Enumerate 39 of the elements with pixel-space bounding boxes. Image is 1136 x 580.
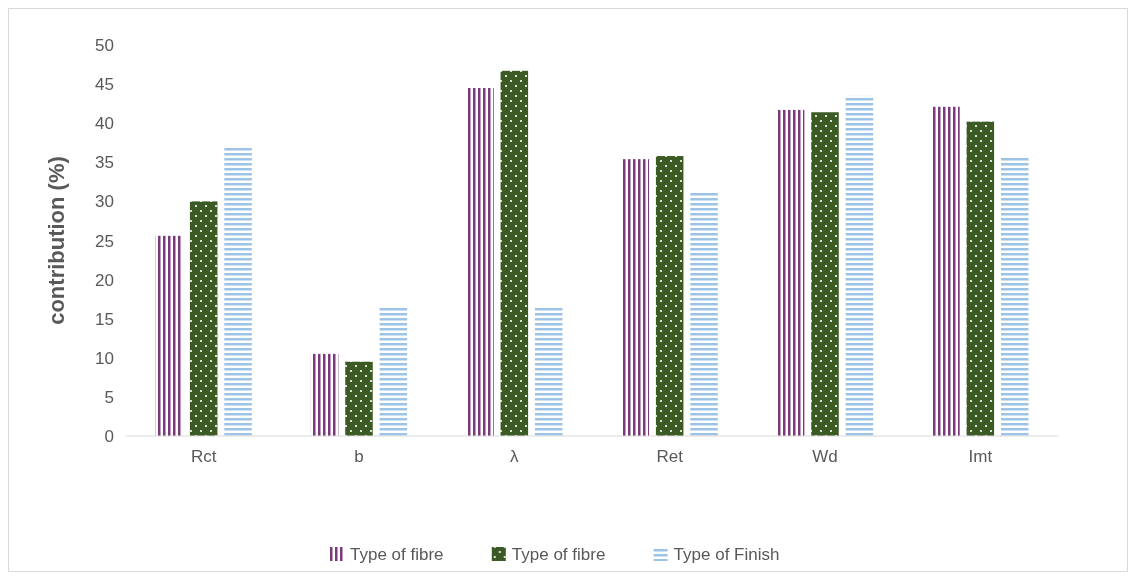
y-tick-label: 30 <box>95 192 114 212</box>
bar <box>621 159 650 436</box>
y-tick-label: 15 <box>95 309 114 329</box>
bar <box>1000 156 1029 436</box>
x-tick-label: λ <box>510 447 520 466</box>
y-tick-label: 50 <box>95 36 114 55</box>
bar <box>155 235 184 436</box>
legend-label: Type of fibre <box>350 544 444 564</box>
bar <box>966 121 995 436</box>
y-tick-label: 5 <box>104 387 114 407</box>
x-tick-label: Imt <box>968 447 993 466</box>
bar <box>534 306 563 436</box>
x-tick-label: b <box>354 447 364 466</box>
y-tick-label: 40 <box>95 114 114 134</box>
bar <box>932 106 960 436</box>
x-tick-label: Ret <box>656 447 684 466</box>
y-tick-label: 35 <box>95 153 114 173</box>
bar <box>379 306 408 436</box>
bar <box>189 201 218 436</box>
bar <box>500 70 529 436</box>
y-tick-label: 25 <box>95 231 114 251</box>
bar <box>690 192 718 436</box>
legend-label: Type of Finish <box>673 544 780 564</box>
x-tick-label: Wd <box>812 447 838 466</box>
y-tick-label: 20 <box>95 270 114 290</box>
bar <box>345 361 373 436</box>
bar <box>655 156 684 436</box>
bar <box>776 109 805 436</box>
y-axis-title: contribution (%) <box>44 156 69 325</box>
legend-label: Type of fibre <box>511 544 606 564</box>
x-tick-label: Rct <box>190 447 217 466</box>
bar <box>811 112 839 436</box>
bar <box>466 88 494 436</box>
y-tick-label: 0 <box>104 427 114 446</box>
y-tick-label: 45 <box>95 75 114 95</box>
bar <box>845 95 874 436</box>
bar <box>310 353 339 436</box>
bar <box>224 145 252 436</box>
y-tick-label: 10 <box>95 348 114 368</box>
